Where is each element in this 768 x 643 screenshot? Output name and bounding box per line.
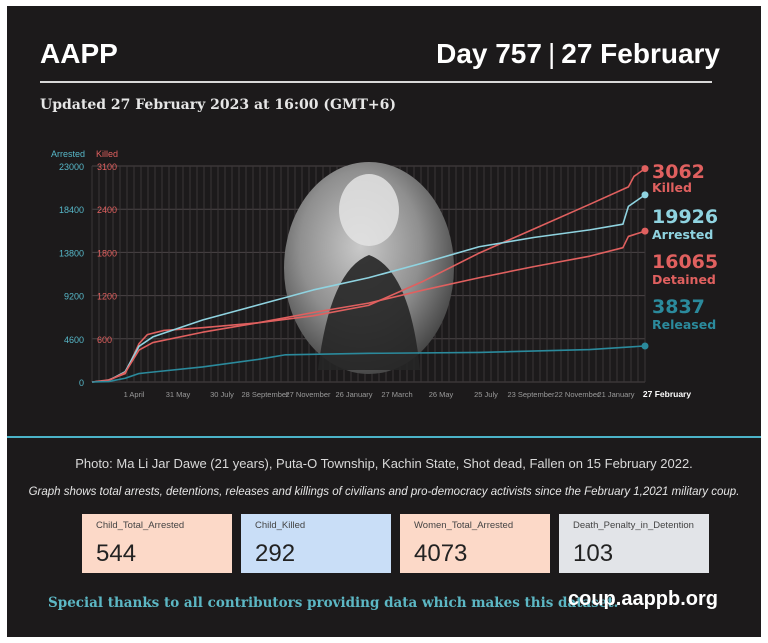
y-tick-label-left: 23000: [59, 162, 84, 172]
end-label-name: Arrested: [652, 227, 713, 242]
x-tick-label: 22 November: [554, 390, 600, 399]
x-tick-label: 26 January: [335, 390, 372, 399]
y-tick-label-right: 3100: [97, 162, 117, 172]
series-line-arrested: [91, 194, 646, 383]
stat-card-value: 103: [573, 540, 614, 567]
stat-card-name: Women_Total_Arrested: [414, 520, 514, 531]
date-label: 27 February: [561, 38, 720, 69]
stat-card-value: 544: [96, 540, 137, 567]
y-tick-label-left: 4600: [64, 335, 84, 345]
end-label-name: Detained: [652, 272, 716, 287]
x-tick-label: 31 May: [166, 390, 191, 399]
y-tick-label-left: 0: [79, 378, 84, 388]
y-tick-labels: 23000 18400 13800 9200 4600 0 3100 2400 1800 1200…: [59, 162, 117, 388]
y-tick-label-right: 600: [97, 335, 112, 345]
x-tick-label: 30 July: [210, 390, 234, 399]
series-endpoint-released: [641, 342, 649, 350]
y-tick-label-right: 1200: [97, 292, 117, 302]
stat-card-child-killed: Child_Killed 292: [241, 514, 391, 573]
end-label-value: 19926: [652, 206, 718, 228]
day-date-title: Day 757 | 27 February: [436, 38, 720, 70]
thanks-note: Special thanks to all contributors provi…: [48, 595, 619, 611]
x-tick-label: 27 February: [643, 389, 691, 399]
x-tick-label: 1 April: [124, 390, 145, 399]
end-label-value: 3837: [652, 296, 705, 318]
series-lines: [91, 165, 649, 383]
end-label-name: Released: [652, 317, 716, 332]
title-divider: [40, 81, 712, 83]
y-tick-label-left: 18400: [59, 205, 84, 215]
x-tick-label: 23 September: [507, 390, 555, 399]
stat-card-name: Death_Penalty_in_Detention: [573, 520, 694, 531]
graph-note: Graph shows total arrests, detentions, r…: [28, 486, 740, 498]
y-tick-label-left: 9200: [64, 292, 84, 302]
series-endpoint-detained: [641, 227, 649, 235]
end-label-value: 3062: [652, 161, 705, 183]
portrait-photo-icon: [284, 162, 454, 374]
right-axis-title: Killed: [96, 149, 118, 159]
stat-card-name: Child_Killed: [255, 520, 306, 531]
day-label: Day 757: [436, 38, 542, 69]
end-label-name: Killed: [652, 180, 692, 195]
end-label-value: 16065: [652, 251, 718, 273]
brand-title: AAPP: [40, 38, 118, 69]
y-tick-label-right: 1800: [97, 248, 117, 258]
updated-timestamp: Updated 27 February 2023 at 16:00 (GMT+6…: [40, 97, 396, 113]
x-tick-label: 28 September: [241, 390, 289, 399]
section-divider: [7, 436, 761, 438]
series-line-released: [91, 345, 646, 383]
series-line-detained: [91, 230, 646, 383]
stat-card-value: 4073: [414, 540, 468, 567]
x-tick-label: 26 May: [429, 390, 454, 399]
website-link[interactable]: coup.aappb.org: [568, 588, 718, 610]
series-endpoint-killed: [641, 165, 649, 173]
x-tick-label: 25 July: [474, 390, 498, 399]
y-tick-label-left: 13800: [59, 248, 84, 258]
stat-card-value: 292: [255, 540, 296, 567]
title-separator: |: [547, 38, 556, 69]
series-endpoint-arrested: [641, 191, 649, 199]
x-tick-label: 27 March: [381, 390, 412, 399]
photo-caption: Photo: Ma Li Jar Dawe (21 years), Puta-O…: [75, 456, 693, 471]
stat-card-women-total-arrested: Women_Total_Arrested 4073: [400, 514, 550, 573]
stat-card-child-total-arrested: Child_Total_Arrested 544: [82, 514, 232, 573]
y-tick-label-right: 2400: [97, 205, 117, 215]
stat-card-death-penalty-in-detention: Death_Penalty_in_Detention 103: [559, 514, 709, 573]
stat-card-name: Child_Total_Arrested: [96, 520, 185, 531]
left-axis-title: Arrested: [51, 149, 85, 159]
x-tick-label: 21 January: [597, 390, 634, 399]
x-tick-label: 27 November: [285, 390, 331, 399]
